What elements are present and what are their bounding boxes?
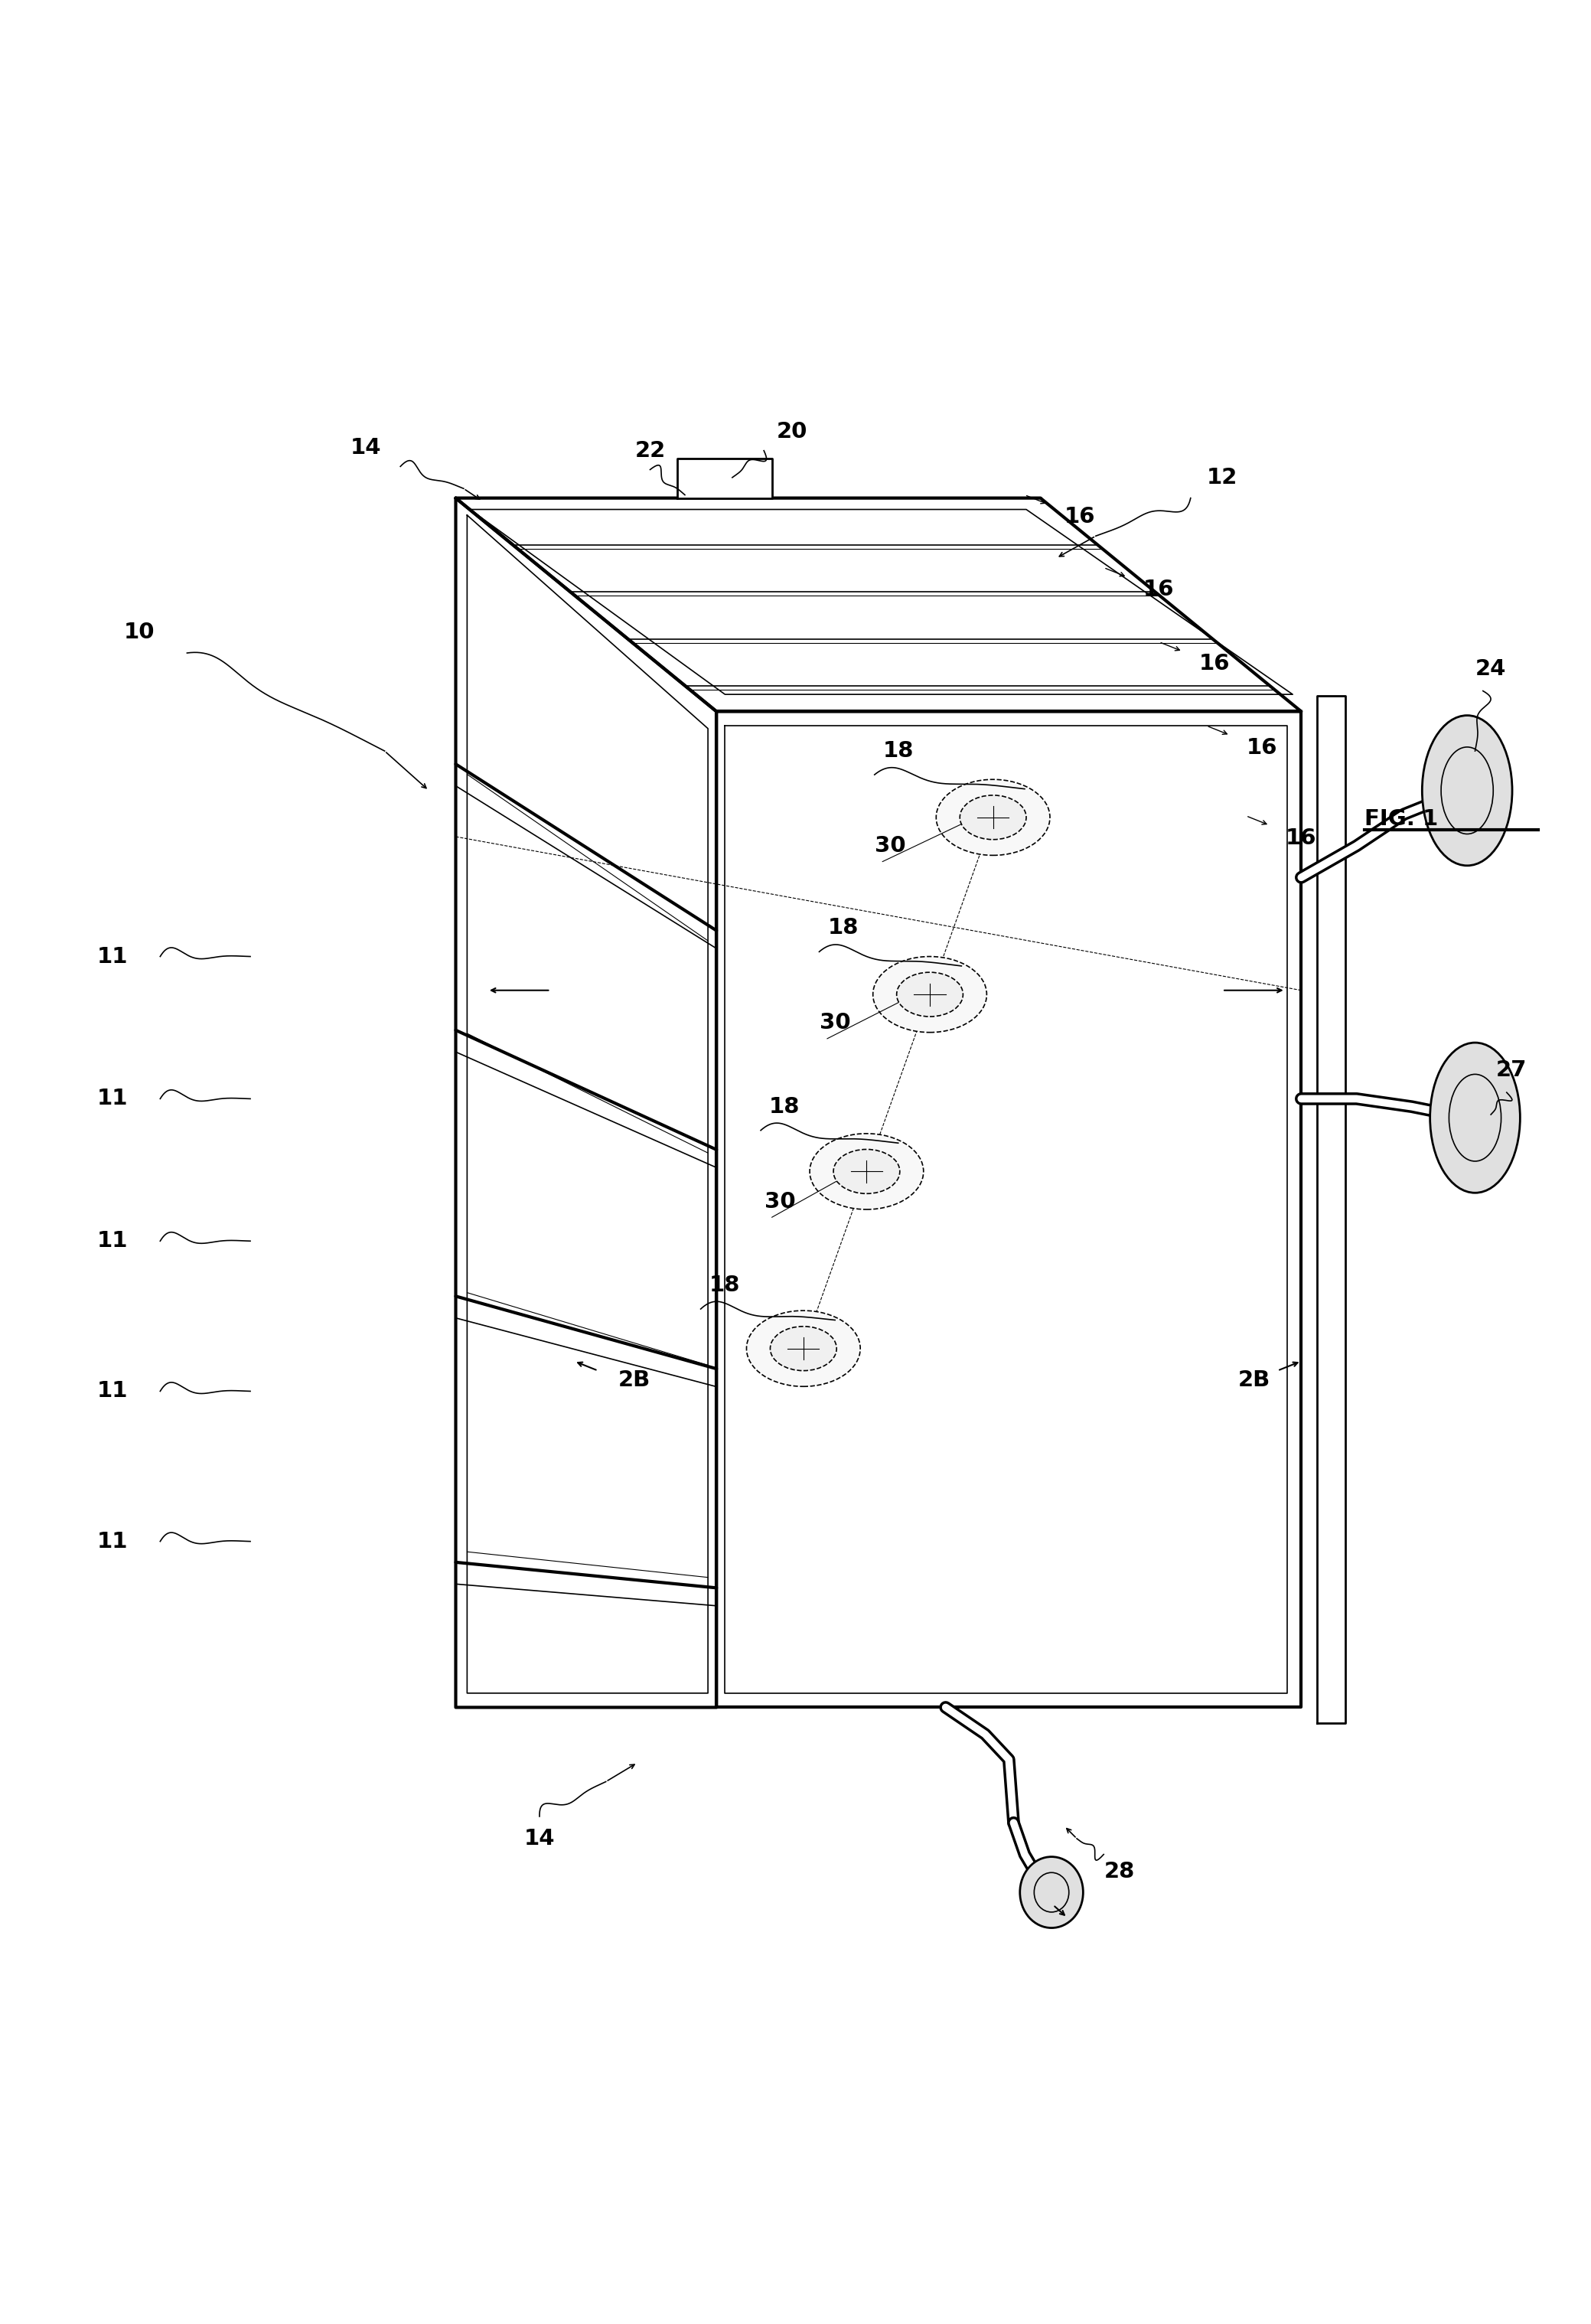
Text: 11: 11 [97,1532,129,1552]
Ellipse shape [936,779,1050,855]
Text: 27: 27 [1496,1060,1527,1081]
Text: 16: 16 [1246,737,1278,758]
Text: 18: 18 [883,741,913,762]
Text: 11: 11 [97,946,129,967]
Text: 14: 14 [523,1829,555,1850]
Ellipse shape [1422,716,1511,865]
Text: 2B: 2B [619,1369,651,1390]
Ellipse shape [834,1150,901,1195]
Text: 11: 11 [97,1088,129,1109]
Text: 16: 16 [1198,653,1230,674]
Text: 18: 18 [768,1097,800,1118]
Text: 30: 30 [819,1013,851,1034]
Text: 30: 30 [764,1190,796,1213]
Ellipse shape [810,1134,923,1208]
Ellipse shape [873,957,986,1032]
Polygon shape [678,458,772,497]
Polygon shape [1317,695,1346,1722]
Text: 22: 22 [635,439,665,462]
Text: 28: 28 [1104,1862,1134,1882]
Ellipse shape [1430,1043,1519,1192]
Text: FIG. 1: FIG. 1 [1365,809,1438,830]
Polygon shape [455,497,716,1708]
Text: 11: 11 [97,1380,129,1401]
Text: 14: 14 [350,437,382,458]
Text: 16: 16 [1064,507,1096,528]
Text: 18: 18 [827,918,859,939]
Ellipse shape [1020,1857,1083,1929]
Polygon shape [455,497,1301,711]
Text: 11: 11 [97,1229,129,1253]
Text: 16: 16 [1144,579,1174,600]
Text: 24: 24 [1475,658,1507,679]
Ellipse shape [746,1311,861,1387]
Text: 16: 16 [1286,827,1317,848]
Ellipse shape [897,971,963,1016]
Text: 30: 30 [875,834,905,858]
Polygon shape [716,711,1301,1708]
Text: 2B: 2B [1238,1369,1270,1390]
Text: 12: 12 [1206,467,1238,488]
Text: 20: 20 [776,421,808,442]
Text: 10: 10 [124,623,156,644]
Ellipse shape [770,1327,837,1371]
Ellipse shape [959,795,1026,839]
Text: 18: 18 [710,1274,740,1297]
